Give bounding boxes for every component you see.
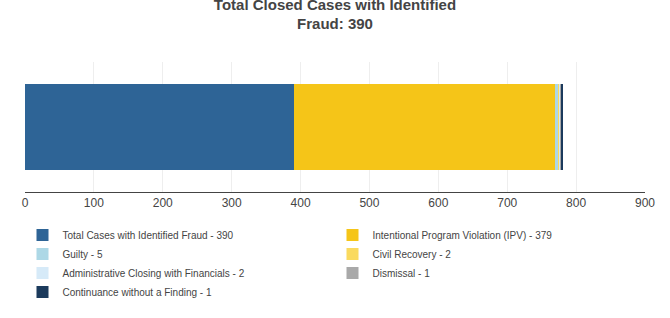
svg-text:600: 600 [428,196,448,210]
svg-text:100: 100 [84,196,104,210]
svg-text:700: 700 [497,196,517,210]
svg-text:300: 300 [222,196,242,210]
svg-text:800: 800 [566,196,586,210]
svg-text:Intentional Program Violation: Intentional Program Violation (IPV) - 37… [373,230,553,241]
svg-text:400: 400 [291,196,311,210]
svg-text:900: 900 [635,196,655,210]
svg-text:Civil Recovery - 2: Civil Recovery - 2 [373,249,452,260]
svg-text:Total Cases with Identified Fr: Total Cases with Identified Fraud - 390 [63,230,234,241]
svg-text:Total Closed Cases with Identi: Total Closed Cases with IdentifiedFraud:… [214,0,456,32]
svg-text:500: 500 [359,196,379,210]
svg-text:Dismissal - 1: Dismissal - 1 [373,268,431,279]
svg-text:Administrative Closing with Fi: Administrative Closing with Financials -… [63,268,245,279]
svg-text:0: 0 [22,196,29,210]
svg-text:Guilty - 5: Guilty - 5 [63,249,103,260]
svg-text:Continuance without a Finding: Continuance without a Finding - 1 [63,287,212,298]
svg-text:200: 200 [153,196,173,210]
